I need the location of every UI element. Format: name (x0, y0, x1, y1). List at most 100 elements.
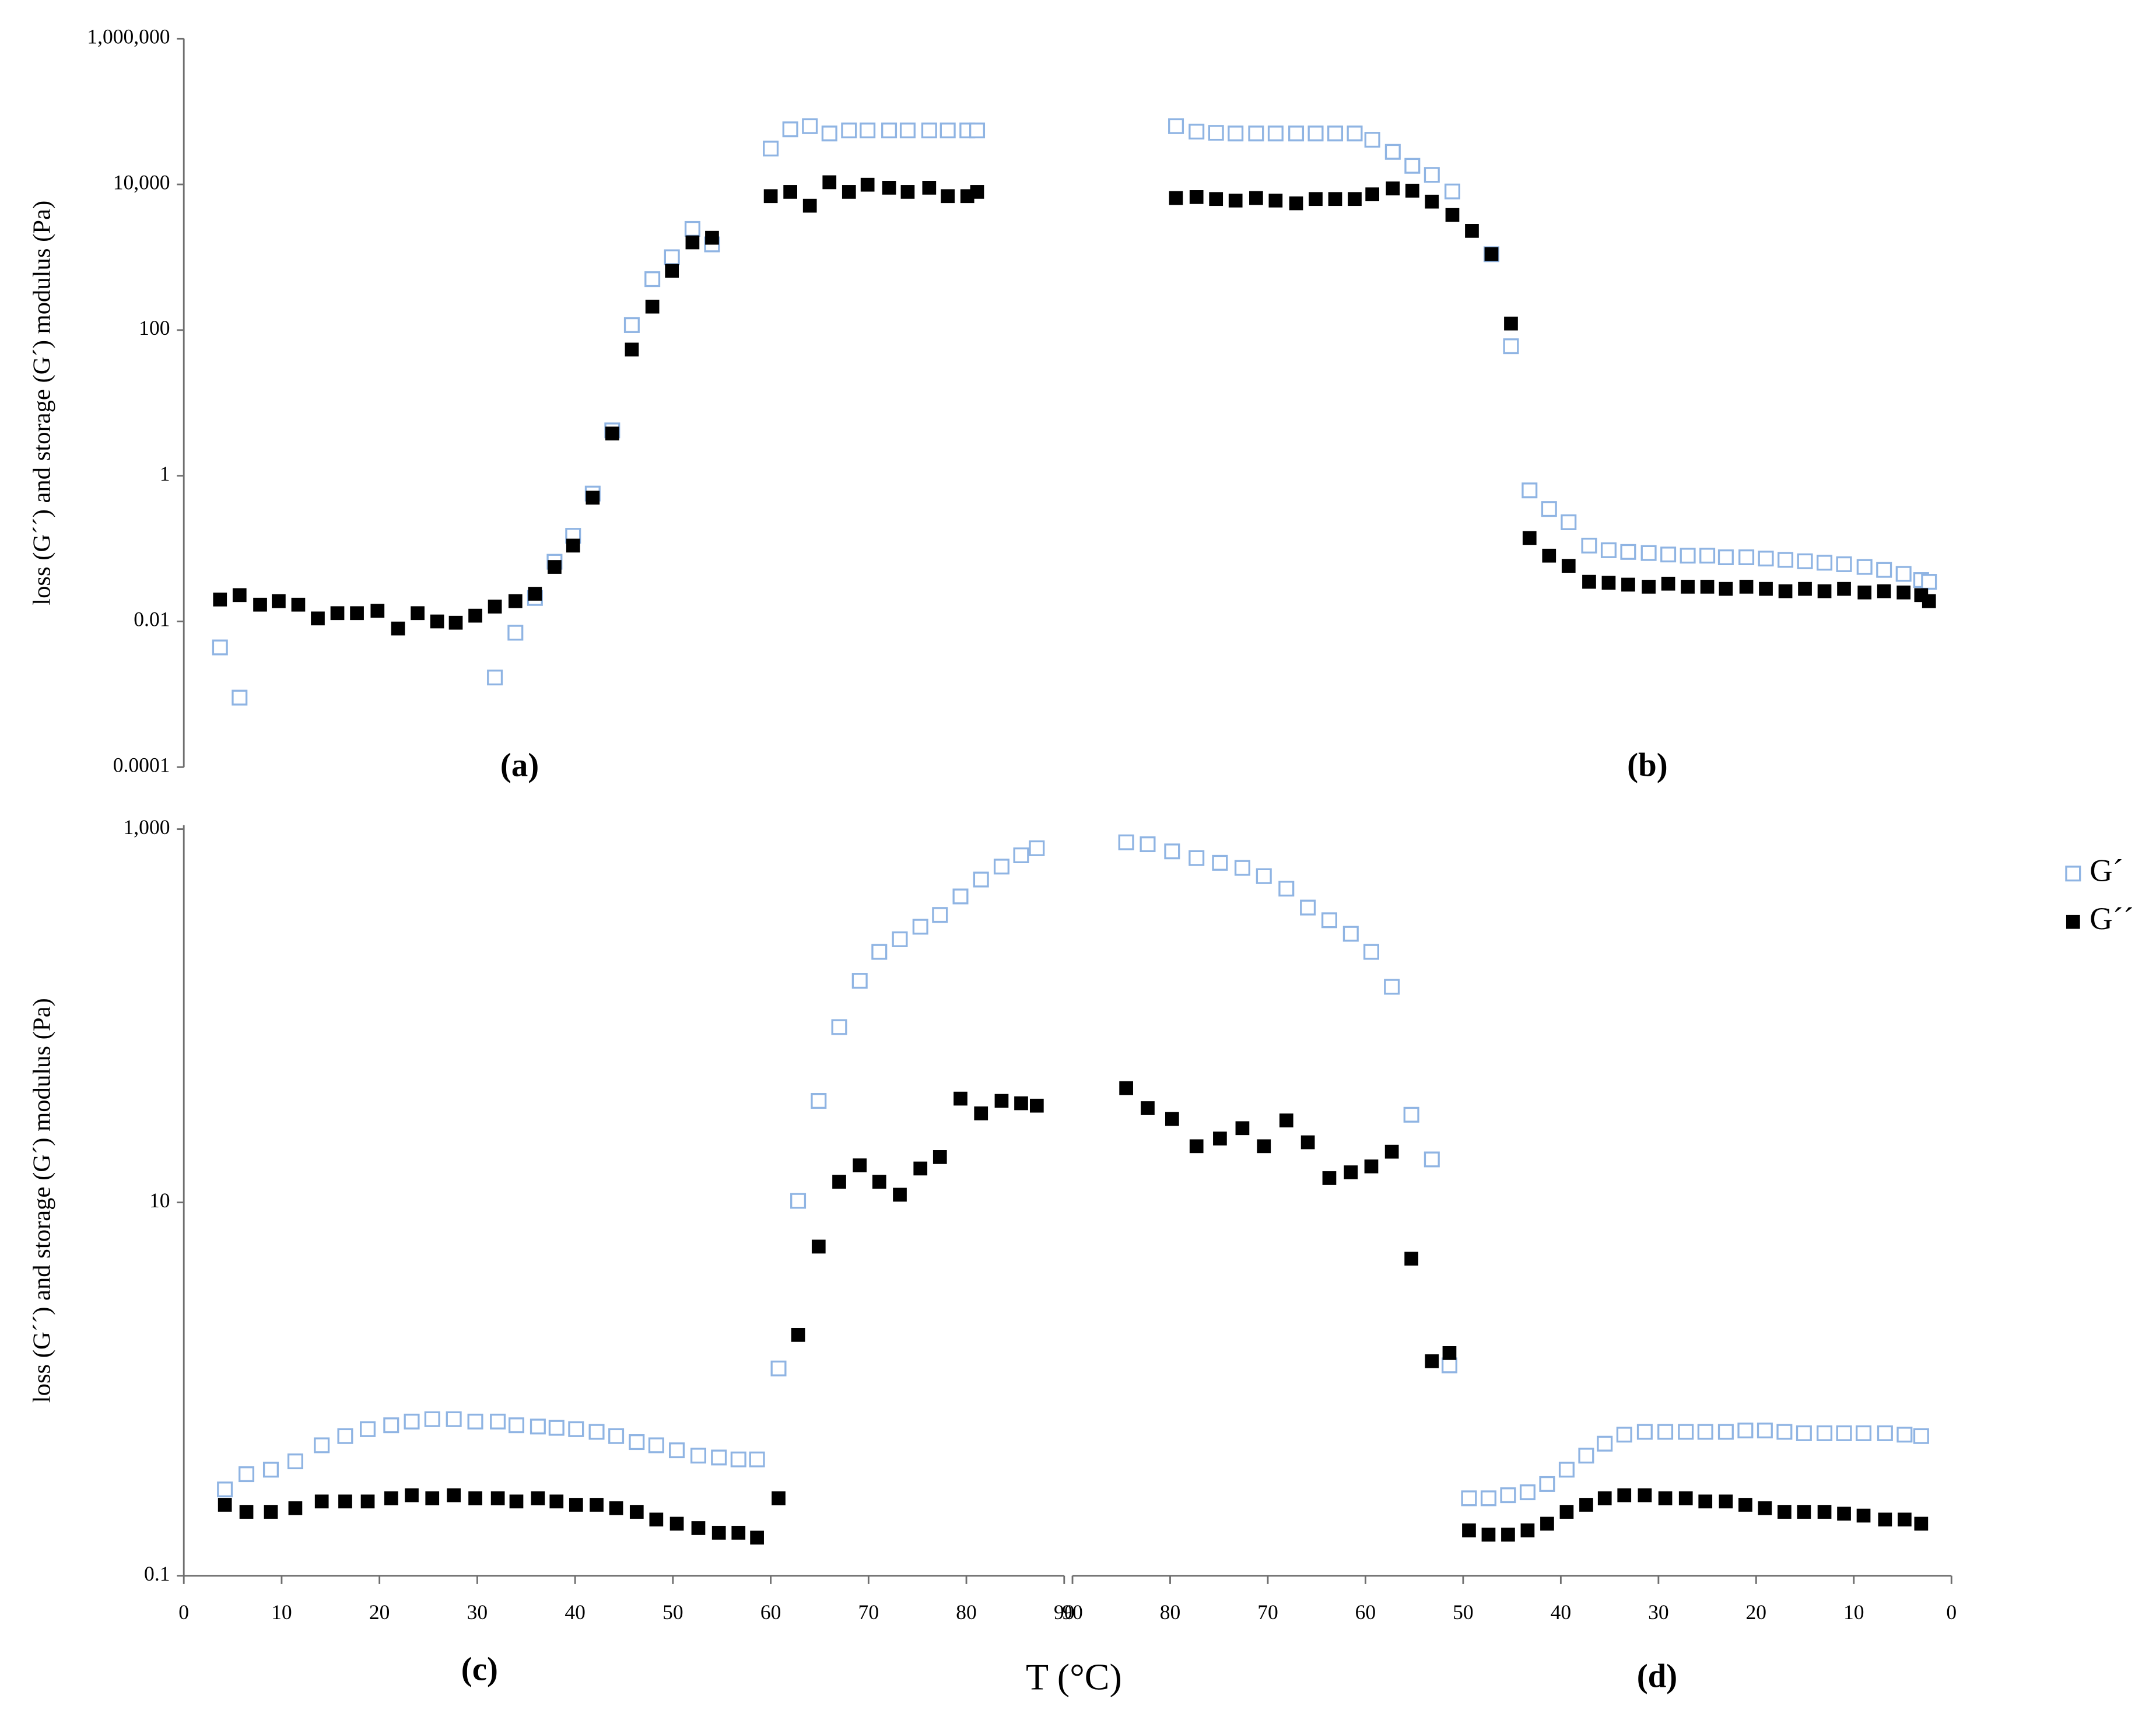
marker-filled (218, 1498, 232, 1512)
x-tick-label: 0 (178, 1600, 189, 1624)
marker-filled (1014, 1096, 1028, 1111)
marker-open (490, 1413, 506, 1430)
marker-filled (860, 177, 875, 192)
marker-open (648, 1437, 664, 1453)
marker-filled (1898, 1512, 1912, 1527)
marker-open (1424, 1151, 1440, 1168)
y-tick-label: 10 (149, 1189, 170, 1212)
marker-filled (1878, 1512, 1892, 1527)
marker-open (623, 317, 640, 333)
marker-filled (1617, 1488, 1632, 1502)
marker-filled (311, 611, 325, 626)
x-tick-label: 70 (1257, 1600, 1278, 1624)
marker-filled (490, 1491, 505, 1505)
marker-filled (1559, 1505, 1574, 1519)
marker-open (690, 1448, 706, 1464)
marker-filled (842, 185, 856, 199)
x-tick-label: 40 (1551, 1600, 1572, 1624)
marker-filled (590, 1498, 604, 1512)
marker-filled (1257, 1139, 1271, 1154)
marker-filled (1738, 1498, 1752, 1512)
marker-filled (1481, 1528, 1496, 1542)
marker-open (1424, 167, 1440, 183)
marker-open (530, 1418, 546, 1435)
marker-filled (1681, 580, 1695, 594)
marker-open (790, 1193, 807, 1209)
marker-filled (705, 230, 719, 245)
marker-open (1363, 944, 1379, 960)
marker-open (1896, 1427, 1913, 1443)
x-tick-label: 50 (662, 1600, 683, 1624)
marker-open (508, 1417, 524, 1434)
marker-open (1581, 537, 1597, 554)
marker-open (1913, 1428, 1929, 1444)
marker-open (1029, 840, 1045, 856)
y-tick-label: 1,000,000 (87, 25, 170, 48)
marker-filled (1778, 584, 1793, 598)
marker-filled (488, 600, 502, 614)
marker-open (1797, 553, 1813, 569)
marker-filled (1817, 1505, 1832, 1519)
x-tick-label: 40 (565, 1600, 586, 1624)
marker-filled (1719, 581, 1733, 596)
marker-filled (1228, 194, 1243, 208)
marker-open (1856, 559, 1873, 575)
marker-filled (288, 1501, 303, 1515)
marker-filled (763, 189, 778, 204)
marker-open (1256, 868, 1272, 884)
marker-open (1678, 1424, 1694, 1440)
marker-filled (832, 1175, 846, 1189)
marker-open (1364, 132, 1380, 148)
marker-filled (1249, 191, 1263, 205)
marker-open (932, 907, 948, 923)
x-tick-label: 80 (956, 1600, 977, 1624)
marker-open (684, 220, 700, 237)
marker-filled (1029, 1098, 1044, 1113)
marker-filled (900, 185, 915, 199)
marker-filled (629, 1505, 644, 1519)
marker-filled (468, 1491, 482, 1505)
marker-open (1836, 556, 1852, 572)
marker-open (871, 944, 888, 960)
x-tick-label: 20 (369, 1600, 390, 1624)
marker-filled (1837, 1507, 1851, 1521)
marker-open (711, 1449, 727, 1466)
marker-filled (1344, 1165, 1358, 1179)
marker-open (1597, 1435, 1613, 1452)
marker-open (1680, 548, 1696, 564)
marker-open (1877, 1425, 1893, 1441)
marker-filled (1169, 191, 1183, 205)
marker-filled (974, 1106, 988, 1120)
marker-filled (1758, 1501, 1772, 1515)
marker-filled (1601, 576, 1616, 590)
marker-open (1384, 143, 1401, 160)
marker-filled (605, 426, 619, 441)
marker-filled (1425, 1354, 1439, 1368)
x-tick-label: 90 (1062, 1600, 1083, 1624)
marker-filled (1213, 1132, 1227, 1145)
marker-open (588, 1424, 605, 1440)
marker-open (1519, 1484, 1536, 1501)
marker-open (424, 1411, 440, 1427)
marker-filled (1445, 208, 1460, 222)
marker-filled (569, 1498, 583, 1512)
panel-label: (a) (500, 747, 539, 784)
marker-filled (425, 1491, 440, 1505)
marker-filled (932, 1150, 947, 1164)
marker-filled (1797, 1505, 1811, 1519)
marker-open (287, 1453, 303, 1470)
marker-filled (1462, 1523, 1476, 1537)
marker-open (404, 1413, 420, 1430)
marker-filled (1209, 192, 1224, 206)
marker-filled (1141, 1101, 1155, 1115)
marker-open (1522, 482, 1538, 499)
marker-filled (1364, 1159, 1379, 1173)
legend-label: G´ (2090, 852, 2123, 888)
marker-open (1403, 1106, 1419, 1123)
marker-filled (447, 1488, 461, 1502)
marker-filled (853, 1158, 867, 1172)
marker-open (239, 1466, 255, 1483)
marker-open (841, 122, 857, 139)
marker-filled (508, 594, 523, 608)
